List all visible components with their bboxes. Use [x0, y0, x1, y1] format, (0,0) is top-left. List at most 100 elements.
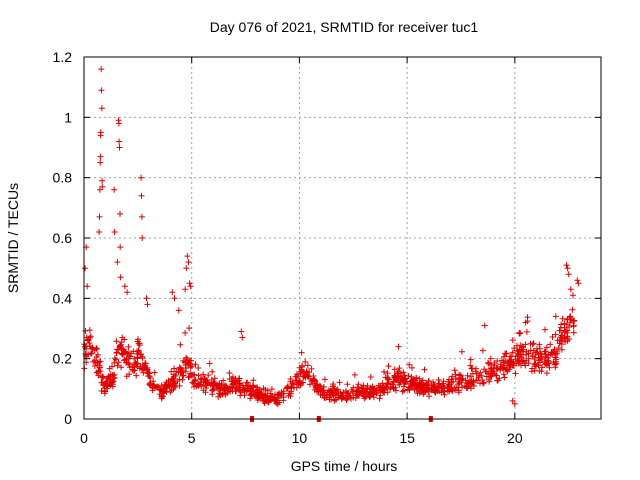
data-point [503, 367, 510, 373]
data-point [138, 192, 145, 199]
data-point [507, 353, 514, 360]
data-point [562, 336, 569, 343]
data-point [118, 364, 125, 371]
data-point [89, 344, 96, 351]
data-point [190, 371, 197, 378]
data-point [543, 344, 550, 351]
data-point [467, 381, 474, 388]
data-point [111, 355, 118, 362]
data-point [456, 372, 463, 379]
data-point [165, 377, 172, 384]
data-point [264, 387, 271, 394]
data-point [459, 384, 465, 391]
data-point [292, 377, 299, 384]
data-point [238, 328, 245, 335]
data-point [87, 350, 94, 357]
data-point [125, 343, 132, 350]
data-point [405, 373, 412, 379]
data-point [300, 369, 307, 376]
data-point [149, 384, 156, 391]
data-point [116, 144, 123, 151]
data-point [395, 374, 402, 380]
data-point [558, 337, 565, 344]
data-point [475, 374, 482, 381]
data-point [144, 301, 151, 308]
data-point [237, 382, 244, 389]
data-point [420, 385, 427, 392]
data-point [313, 381, 320, 388]
data-point [138, 213, 145, 220]
data-point [316, 382, 323, 389]
data-point [119, 351, 126, 358]
data-point [144, 367, 151, 374]
data-point [518, 354, 525, 361]
data-point [85, 336, 92, 343]
data-point [441, 388, 448, 395]
data-point [142, 360, 149, 367]
data-point [284, 385, 291, 392]
data-point [180, 372, 187, 379]
data-point [110, 378, 117, 385]
data-point [161, 388, 168, 395]
data-point [505, 359, 512, 366]
data-point [376, 395, 383, 402]
y-tick-label: 1 [64, 109, 72, 125]
data-point [158, 382, 165, 389]
data-point [421, 389, 428, 396]
data-point [133, 372, 140, 379]
data-point [105, 373, 112, 380]
data-point [409, 377, 415, 384]
data-point [574, 277, 581, 284]
data-point [168, 368, 175, 375]
data-point [195, 372, 202, 379]
data-point [280, 390, 287, 397]
data-point [302, 358, 309, 365]
data-point [170, 386, 177, 392]
data-point [485, 373, 492, 380]
data-point [519, 343, 526, 350]
data-point [170, 371, 177, 378]
data-point [438, 389, 445, 396]
data-point [401, 372, 408, 379]
data-point [455, 381, 461, 388]
data-point [564, 265, 571, 272]
data-point [512, 356, 519, 363]
data-point [539, 364, 545, 371]
data-point [491, 360, 498, 366]
data-point [176, 364, 183, 371]
data-point [396, 365, 403, 372]
data-point [98, 105, 105, 112]
data-point [200, 371, 207, 378]
y-tick-label: 0 [64, 411, 72, 427]
data-point [111, 359, 118, 366]
data-point [531, 361, 538, 368]
data-point [186, 325, 193, 332]
data-point [351, 371, 358, 378]
data-point [385, 375, 392, 382]
data-point [186, 280, 193, 287]
data-point [234, 378, 241, 385]
data-point [96, 213, 103, 220]
data-point [527, 340, 534, 347]
data-point [506, 362, 513, 369]
data-point [91, 363, 98, 369]
data-point [211, 375, 218, 382]
chart-title: Day 076 of 2021, SRMTID for receiver tuc… [210, 19, 479, 35]
data-point [182, 329, 189, 336]
data-point [344, 381, 351, 388]
data-point [195, 365, 202, 371]
data-point [97, 159, 104, 166]
data-point [301, 373, 308, 380]
data-point [381, 368, 387, 375]
x-axis-title: GPS time / hours [291, 458, 398, 474]
data-points [81, 66, 582, 408]
data-point [215, 386, 221, 392]
data-point [304, 362, 311, 369]
data-point [523, 328, 530, 335]
data-point [183, 265, 190, 272]
data-point [543, 354, 550, 361]
y-tick-label: 1.2 [53, 49, 73, 65]
data-point [220, 377, 227, 384]
data-point [298, 349, 305, 356]
data-point [297, 368, 304, 375]
